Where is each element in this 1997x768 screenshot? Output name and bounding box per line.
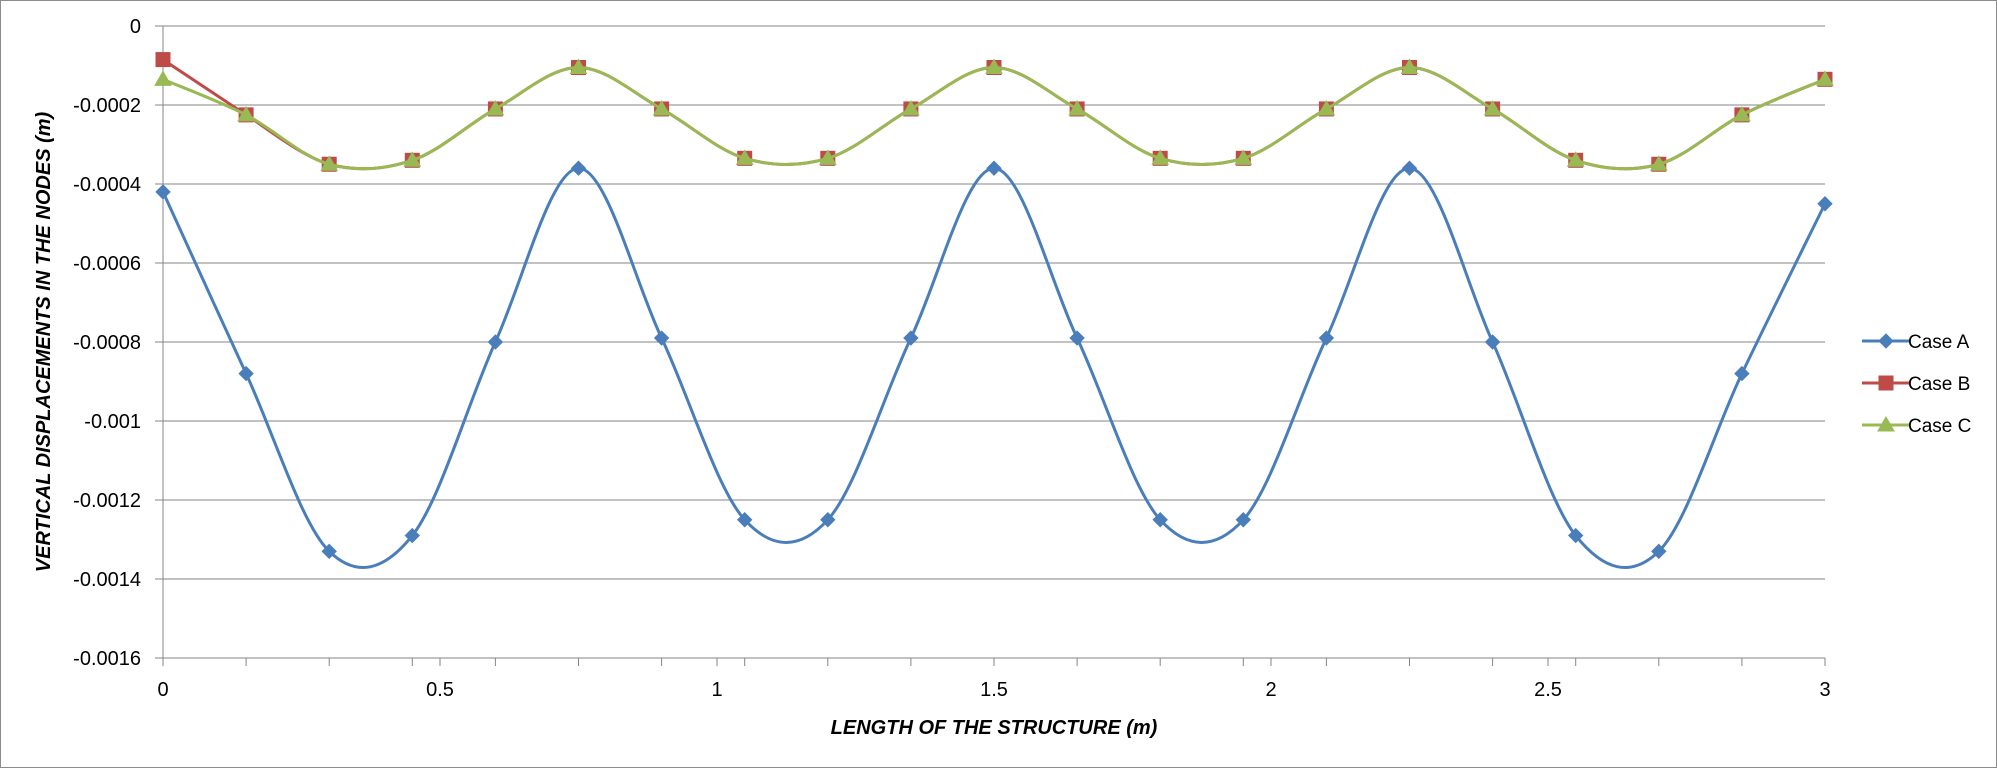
data-point-case-a	[1069, 330, 1085, 346]
data-point-case-a	[653, 330, 670, 346]
x-tick-label: 0	[157, 679, 168, 701]
data-point-case-c	[818, 149, 837, 165]
data-point-case-a	[570, 160, 587, 176]
data-point-case-a	[1651, 543, 1667, 560]
data-point-case-c	[1068, 99, 1086, 116]
data-point-case-c	[1566, 151, 1585, 167]
data-point-case-a	[404, 527, 421, 544]
data-point-case-c	[735, 149, 754, 165]
legend: Case A Case B Case C	[1862, 332, 1971, 437]
x-tick-label: 2.5	[1534, 679, 1562, 701]
data-point-case-b	[155, 52, 171, 68]
data-point-case-c	[320, 155, 339, 171]
data-point-case-c	[154, 70, 172, 86]
data-point-case-c	[403, 151, 422, 167]
y-tick-label: -0.0012	[73, 490, 141, 512]
y-tick-label: -0.0006	[73, 253, 141, 275]
y-tick-label: -0.001	[84, 411, 141, 433]
series-case-a	[155, 160, 1833, 569]
data-point-case-c	[1816, 70, 1834, 86]
data-point-case-c	[902, 99, 920, 116]
gridlines	[163, 104, 1825, 659]
data-point-case-c	[1234, 149, 1253, 165]
data-point-case-a	[1401, 160, 1418, 176]
y-tick-label: 0	[130, 16, 141, 38]
legend-item-case-c: Case C	[1862, 415, 1971, 437]
data-point-case-c	[1649, 155, 1668, 171]
series-line-case-a	[161, 166, 1827, 569]
data-point-case-c	[1400, 58, 1419, 74]
y-tick-label: -0.0008	[73, 332, 141, 354]
data-point-case-c	[1733, 105, 1751, 122]
series-case-c	[154, 58, 1834, 171]
data-point-case-a	[1817, 196, 1833, 212]
data-point-case-c	[985, 58, 1003, 74]
legend-marker	[1878, 375, 1894, 391]
legend-marker	[1877, 415, 1895, 432]
data-point-case-a	[986, 160, 1002, 176]
y-tick-labels: 0 -0.0002 -0.0004 -0.0006 -0.0008 -0.001 -0.00…	[73, 16, 141, 670]
axes	[155, 25, 1826, 666]
data-series	[154, 52, 1834, 569]
y-tick-label: -0.0004	[73, 174, 141, 196]
data-point-case-a	[736, 512, 753, 528]
data-point-case-c	[652, 99, 671, 116]
y-tick-label: -0.0002	[73, 95, 141, 117]
x-tick-label: 1	[711, 679, 722, 701]
y-tick-label: -0.0014	[73, 569, 141, 591]
legend-item-case-a: Case A	[1862, 332, 1970, 353]
legend-label: Case C	[1908, 416, 1971, 437]
data-point-case-c	[1483, 99, 1502, 116]
data-point-case-a	[155, 184, 171, 200]
legend-label: Case A	[1908, 332, 1970, 353]
legend-item-case-b: Case B	[1862, 374, 1970, 395]
x-tick-label: 3	[1819, 679, 1830, 701]
data-point-case-a	[820, 512, 836, 528]
x-axis-title: LENGTH OF THE STRUCTURE (m)	[831, 717, 1158, 739]
data-point-case-a	[1152, 512, 1168, 528]
data-point-case-a	[903, 330, 919, 346]
y-axis-title: VERTICAL DISPLACEMENTS IN THE NODES (m)	[33, 111, 55, 572]
x-tick-label: 1.5	[980, 679, 1008, 701]
x-tick-label: 0.5	[426, 679, 454, 701]
data-point-case-c	[1317, 99, 1336, 116]
y-tick-label: -0.0016	[73, 648, 141, 670]
data-point-case-a	[238, 365, 254, 382]
data-point-case-a	[1235, 512, 1252, 528]
x-tick-labels: 0 0.5 1 1.5 2 2.5 3	[157, 679, 1830, 701]
legend-marker	[1878, 333, 1894, 349]
data-point-case-a	[321, 543, 337, 560]
data-point-case-c	[486, 99, 505, 116]
data-point-case-a	[1318, 330, 1335, 346]
data-point-case-a	[1567, 527, 1584, 544]
legend-label: Case B	[1908, 374, 1970, 395]
data-point-case-c	[1151, 149, 1170, 165]
data-point-case-c	[569, 58, 588, 74]
x-tick-label: 2	[1265, 679, 1276, 701]
data-point-case-a	[1484, 334, 1501, 350]
data-point-case-a	[1734, 365, 1750, 382]
data-point-case-a	[487, 334, 504, 350]
data-point-case-c	[237, 105, 255, 122]
